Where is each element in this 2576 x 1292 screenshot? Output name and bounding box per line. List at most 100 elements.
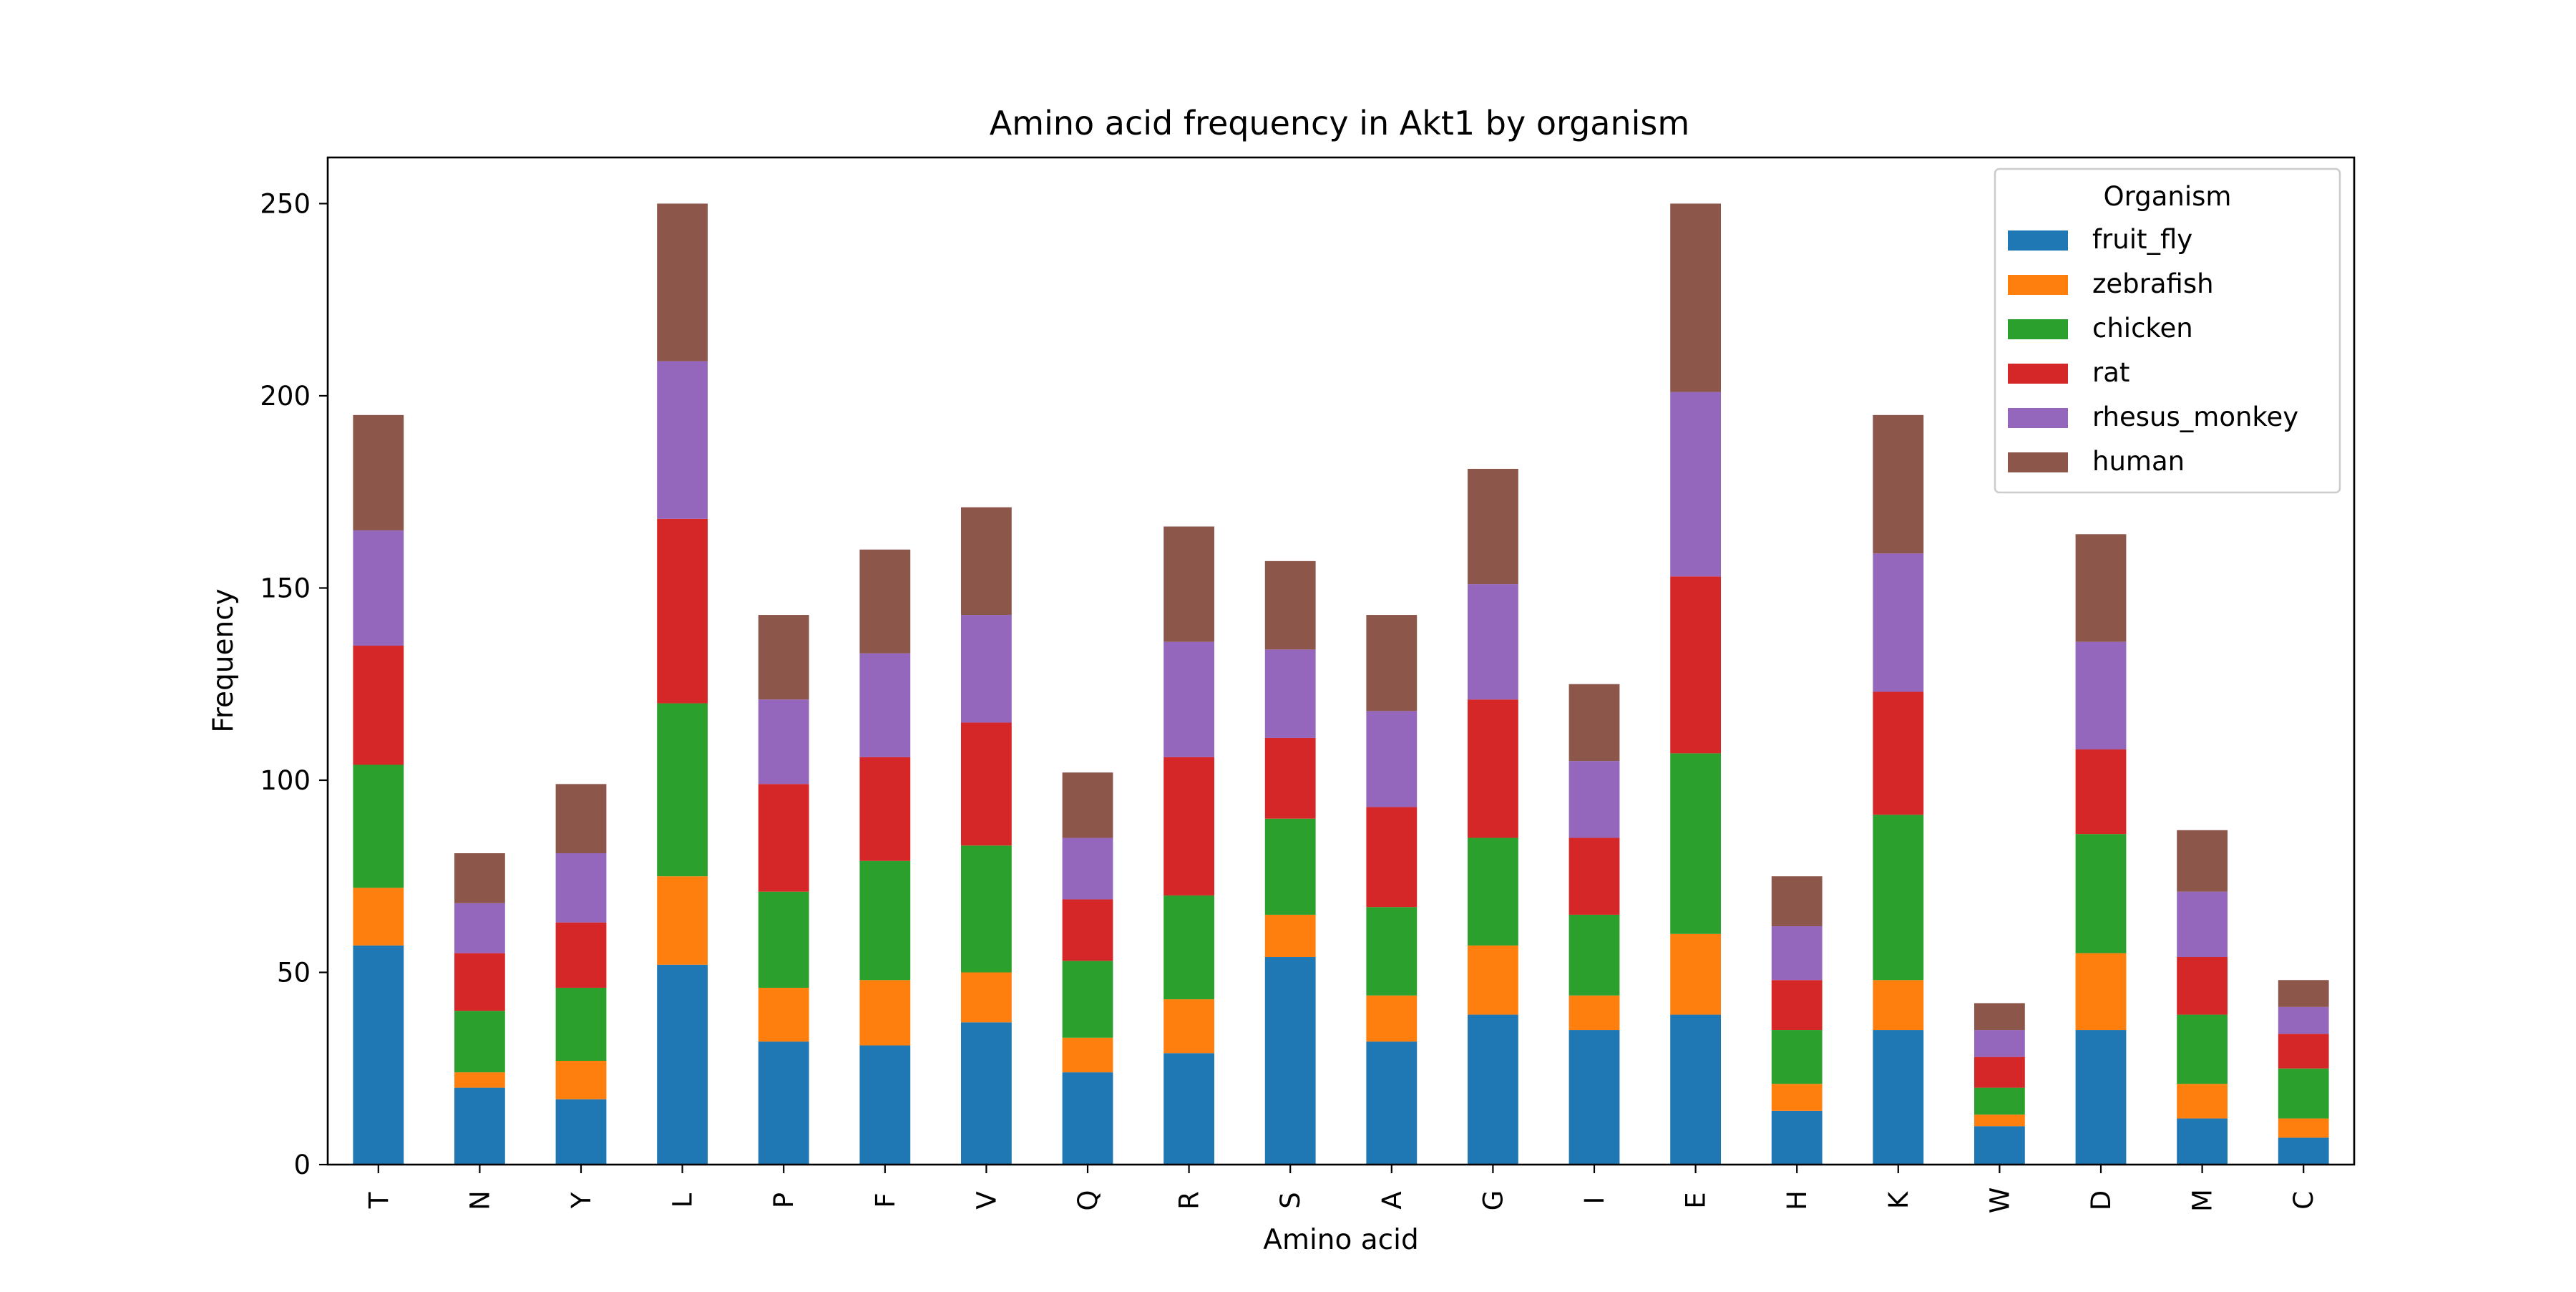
bar-rhesus_monkey-I — [1568, 761, 1620, 838]
x-tick-label: M — [2187, 1189, 2218, 1212]
bar-rhesus_monkey-Y — [555, 853, 607, 923]
y-axis-label: Frequency — [208, 588, 240, 732]
bar-chicken-W — [1974, 1087, 2025, 1115]
x-tick-label: L — [668, 1193, 698, 1208]
legend-label-rhesus_monkey: rhesus_monkey — [2092, 402, 2298, 432]
bar-chicken-G — [1468, 837, 1518, 946]
bar-rat-Q — [1062, 899, 1113, 961]
x-tick-label: R — [1174, 1191, 1205, 1210]
y-tick-label: 0 — [293, 1150, 311, 1180]
x-tick-label: V — [971, 1191, 1002, 1209]
legend-swatch-fruit_fly — [2008, 230, 2068, 251]
bar-stacks — [353, 203, 2329, 1165]
bar-rat-F — [859, 757, 911, 861]
bar-fruit_fly-P — [758, 1041, 809, 1165]
bar-rat-V — [961, 722, 1012, 846]
bar-rat-D — [2075, 749, 2127, 835]
bar-zebrafish-E — [1670, 933, 1721, 1015]
bar-human-L — [657, 203, 708, 361]
x-tick-label: E — [1681, 1192, 1712, 1208]
bar-rat-K — [1873, 691, 1924, 815]
bar-chicken-T — [353, 764, 404, 888]
legend-swatch-rhesus_monkey — [2008, 408, 2068, 428]
bar-human-C — [2278, 980, 2329, 1007]
bar-fruit_fly-W — [1974, 1126, 2025, 1165]
bar-human-V — [961, 507, 1012, 616]
bar-human-T — [353, 414, 404, 530]
y-tick-label: 50 — [277, 957, 311, 988]
bar-rat-T — [353, 646, 404, 765]
x-tick-label: W — [1984, 1187, 2015, 1214]
x-tick-label: Q — [1073, 1190, 1103, 1210]
legend: Organism fruit_fly zebrafish chicken rat rhe… — [1994, 167, 2341, 494]
bar-zebrafish-A — [1366, 995, 1418, 1042]
x-tick-label: T — [364, 1192, 394, 1209]
bar-fruit_fly-D — [2075, 1030, 2127, 1165]
chart-title: Amino acid frequency in Akt1 by organism — [990, 104, 1689, 142]
x-tick-label: G — [1478, 1190, 1508, 1211]
bar-rhesus_monkey-V — [961, 615, 1012, 723]
bar-fruit_fly-S — [1264, 957, 1316, 1165]
bar-rhesus_monkey-H — [1771, 926, 1823, 981]
y-axis-ticks: 0 50 100 150 200 250 — [260, 188, 328, 1180]
bar-zebrafish-I — [1568, 995, 1620, 1031]
bar-human-N — [454, 853, 505, 903]
bar-fruit_fly-E — [1670, 1014, 1721, 1165]
legend-label-human: human — [2092, 446, 2185, 477]
x-axis-label: Amino acid — [1263, 1224, 1418, 1256]
bar-fruit_fly-N — [454, 1087, 505, 1165]
bar-rat-H — [1771, 980, 1823, 1031]
bar-zebrafish-S — [1264, 914, 1316, 958]
bar-human-D — [2075, 534, 2127, 642]
bar-fruit_fly-H — [1771, 1110, 1823, 1165]
bar-fruit_fly-A — [1366, 1041, 1418, 1165]
bar-rat-S — [1264, 737, 1316, 819]
x-tick-label: S — [1275, 1192, 1306, 1209]
bar-zebrafish-V — [961, 972, 1012, 1023]
legend-swatch-human — [2008, 452, 2068, 472]
x-tick-label: D — [2086, 1190, 2117, 1211]
bar-human-Q — [1062, 772, 1113, 838]
legend-title: Organism — [2104, 181, 2232, 212]
plot-area-frame — [326, 156, 2356, 1166]
bar-chicken-D — [2075, 834, 2127, 953]
bar-rhesus_monkey-D — [2075, 641, 2127, 750]
bar-rat-Y — [555, 922, 607, 988]
bar-chicken-Q — [1062, 961, 1113, 1038]
bar-zebrafish-M — [2177, 1084, 2228, 1119]
bar-zebrafish-W — [1974, 1114, 2025, 1127]
bar-fruit_fly-T — [353, 945, 404, 1165]
bar-human-W — [1974, 1003, 2025, 1031]
bar-fruit_fly-G — [1468, 1014, 1518, 1165]
legend-label-chicken: chicken — [2092, 313, 2193, 344]
bar-rat-W — [1974, 1057, 2025, 1088]
bar-rhesus_monkey-S — [1264, 649, 1316, 738]
bar-chicken-Y — [555, 987, 607, 1061]
x-tick-label: I — [1579, 1197, 1610, 1205]
bar-chicken-H — [1771, 1030, 1823, 1084]
legend-label-fruit_fly: fruit_fly — [2092, 224, 2192, 255]
bar-human-H — [1771, 876, 1823, 927]
x-tick-label: C — [2288, 1191, 2319, 1210]
bar-rat-E — [1670, 576, 1721, 754]
bar-rat-C — [2278, 1034, 2329, 1069]
bar-chicken-S — [1264, 818, 1316, 915]
legend-swatch-chicken — [2008, 319, 2068, 339]
bar-chicken-E — [1670, 753, 1721, 934]
bar-chicken-K — [1873, 815, 1924, 981]
bar-rat-I — [1568, 837, 1620, 915]
bar-human-A — [1366, 615, 1418, 711]
bar-human-Y — [555, 784, 607, 854]
bar-rat-M — [2177, 957, 2228, 1015]
legend-box — [1994, 167, 2341, 494]
bar-rhesus_monkey-L — [657, 361, 708, 519]
bar-fruit_fly-Q — [1062, 1072, 1113, 1165]
bar-rat-R — [1163, 757, 1214, 896]
x-tick-label: H — [1782, 1190, 1813, 1210]
bar-zebrafish-N — [454, 1072, 505, 1088]
bar-zebrafish-D — [2075, 953, 2127, 1031]
bar-chicken-F — [859, 860, 911, 981]
